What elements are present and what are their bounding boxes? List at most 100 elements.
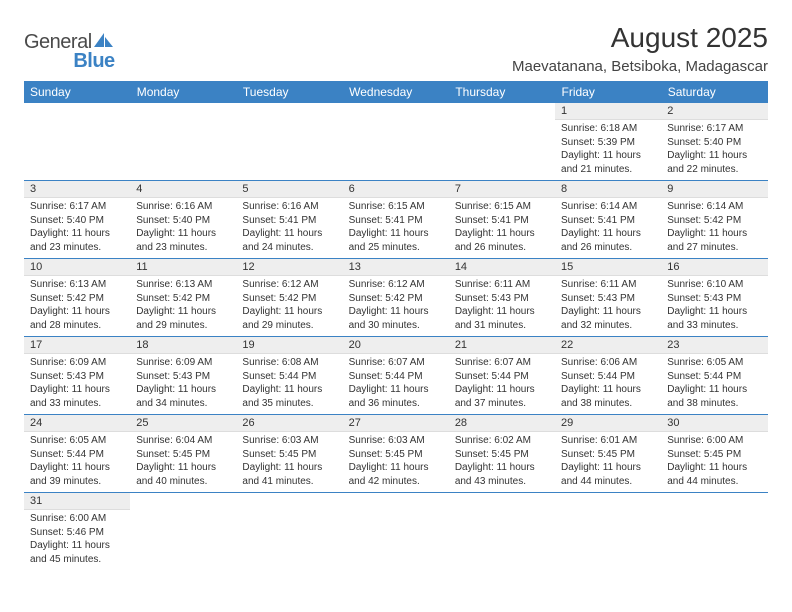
day-number: 2 xyxy=(661,103,767,120)
day-number: 29 xyxy=(555,415,661,432)
calendar-cell: 27Sunrise: 6:03 AMSunset: 5:45 PMDayligh… xyxy=(343,415,449,493)
calendar-cell: 5Sunrise: 6:16 AMSunset: 5:41 PMDaylight… xyxy=(236,181,342,259)
calendar-cell: 29Sunrise: 6:01 AMSunset: 5:45 PMDayligh… xyxy=(555,415,661,493)
calendar-cell: 25Sunrise: 6:04 AMSunset: 5:45 PMDayligh… xyxy=(130,415,236,493)
day-number: 31 xyxy=(24,493,130,510)
day-content: Sunrise: 6:07 AMSunset: 5:44 PMDaylight:… xyxy=(449,354,555,414)
title-block: August 2025 Maevatanana, Betsiboka, Mada… xyxy=(512,22,768,75)
day-number: 12 xyxy=(236,259,342,276)
day-content: Sunrise: 6:07 AMSunset: 5:44 PMDaylight:… xyxy=(343,354,449,414)
day-number: 6 xyxy=(343,181,449,198)
day-content: Sunrise: 6:00 AMSunset: 5:46 PMDaylight:… xyxy=(24,510,130,570)
calendar-cell: 23Sunrise: 6:05 AMSunset: 5:44 PMDayligh… xyxy=(661,337,767,415)
day-number: 14 xyxy=(449,259,555,276)
calendar-cell: 17Sunrise: 6:09 AMSunset: 5:43 PMDayligh… xyxy=(24,337,130,415)
day-number: 16 xyxy=(661,259,767,276)
calendar-header-row: SundayMondayTuesdayWednesdayThursdayFrid… xyxy=(24,81,768,103)
day-content: Sunrise: 6:01 AMSunset: 5:45 PMDaylight:… xyxy=(555,432,661,492)
calendar-cell: 8Sunrise: 6:14 AMSunset: 5:41 PMDaylight… xyxy=(555,181,661,259)
day-content: Sunrise: 6:18 AMSunset: 5:39 PMDaylight:… xyxy=(555,120,661,180)
day-content: Sunrise: 6:11 AMSunset: 5:43 PMDaylight:… xyxy=(449,276,555,336)
calendar-cell: 13Sunrise: 6:12 AMSunset: 5:42 PMDayligh… xyxy=(343,259,449,337)
calendar-cell: 31Sunrise: 6:00 AMSunset: 5:46 PMDayligh… xyxy=(24,493,130,571)
day-number: 22 xyxy=(555,337,661,354)
day-content: Sunrise: 6:12 AMSunset: 5:42 PMDaylight:… xyxy=(343,276,449,336)
calendar-cell: 30Sunrise: 6:00 AMSunset: 5:45 PMDayligh… xyxy=(661,415,767,493)
calendar-cell xyxy=(236,493,342,571)
weekday-header: Saturday xyxy=(661,81,767,103)
day-content: Sunrise: 6:14 AMSunset: 5:41 PMDaylight:… xyxy=(555,198,661,258)
day-content: Sunrise: 6:17 AMSunset: 5:40 PMDaylight:… xyxy=(661,120,767,180)
logo: GeneralBlue xyxy=(24,22,117,71)
day-number: 9 xyxy=(661,181,767,198)
logo-text-blue: Blue xyxy=(24,52,117,71)
calendar-cell xyxy=(130,103,236,181)
day-content: Sunrise: 6:13 AMSunset: 5:42 PMDaylight:… xyxy=(24,276,130,336)
day-content: Sunrise: 6:16 AMSunset: 5:41 PMDaylight:… xyxy=(236,198,342,258)
calendar-cell: 2Sunrise: 6:17 AMSunset: 5:40 PMDaylight… xyxy=(661,103,767,181)
day-content: Sunrise: 6:10 AMSunset: 5:43 PMDaylight:… xyxy=(661,276,767,336)
calendar-cell: 4Sunrise: 6:16 AMSunset: 5:40 PMDaylight… xyxy=(130,181,236,259)
day-number: 1 xyxy=(555,103,661,120)
weekday-header: Tuesday xyxy=(236,81,342,103)
day-number: 28 xyxy=(449,415,555,432)
day-number: 24 xyxy=(24,415,130,432)
calendar-cell: 21Sunrise: 6:07 AMSunset: 5:44 PMDayligh… xyxy=(449,337,555,415)
calendar-cell xyxy=(449,103,555,181)
calendar-cell: 9Sunrise: 6:14 AMSunset: 5:42 PMDaylight… xyxy=(661,181,767,259)
calendar-cell: 16Sunrise: 6:10 AMSunset: 5:43 PMDayligh… xyxy=(661,259,767,337)
day-number: 10 xyxy=(24,259,130,276)
sail-icon xyxy=(93,32,115,51)
header: GeneralBlue August 2025 Maevatanana, Bet… xyxy=(24,22,768,75)
calendar-cell: 18Sunrise: 6:09 AMSunset: 5:43 PMDayligh… xyxy=(130,337,236,415)
calendar-cell xyxy=(343,493,449,571)
day-number: 25 xyxy=(130,415,236,432)
day-content: Sunrise: 6:03 AMSunset: 5:45 PMDaylight:… xyxy=(236,432,342,492)
day-number: 11 xyxy=(130,259,236,276)
day-content: Sunrise: 6:06 AMSunset: 5:44 PMDaylight:… xyxy=(555,354,661,414)
calendar-cell: 14Sunrise: 6:11 AMSunset: 5:43 PMDayligh… xyxy=(449,259,555,337)
day-number: 13 xyxy=(343,259,449,276)
day-number: 17 xyxy=(24,337,130,354)
weekday-header: Thursday xyxy=(449,81,555,103)
day-content: Sunrise: 6:09 AMSunset: 5:43 PMDaylight:… xyxy=(24,354,130,414)
day-content: Sunrise: 6:15 AMSunset: 5:41 PMDaylight:… xyxy=(449,198,555,258)
calendar-cell: 3Sunrise: 6:17 AMSunset: 5:40 PMDaylight… xyxy=(24,181,130,259)
day-number: 27 xyxy=(343,415,449,432)
day-content: Sunrise: 6:08 AMSunset: 5:44 PMDaylight:… xyxy=(236,354,342,414)
calendar-table: SundayMondayTuesdayWednesdayThursdayFrid… xyxy=(24,81,768,570)
calendar-cell: 26Sunrise: 6:03 AMSunset: 5:45 PMDayligh… xyxy=(236,415,342,493)
calendar-cell: 12Sunrise: 6:12 AMSunset: 5:42 PMDayligh… xyxy=(236,259,342,337)
calendar-cell xyxy=(130,493,236,571)
location-subtitle: Maevatanana, Betsiboka, Madagascar xyxy=(512,58,768,75)
weekday-header: Monday xyxy=(130,81,236,103)
day-content: Sunrise: 6:16 AMSunset: 5:40 PMDaylight:… xyxy=(130,198,236,258)
day-content: Sunrise: 6:17 AMSunset: 5:40 PMDaylight:… xyxy=(24,198,130,258)
day-number: 15 xyxy=(555,259,661,276)
day-number: 23 xyxy=(661,337,767,354)
day-content: Sunrise: 6:13 AMSunset: 5:42 PMDaylight:… xyxy=(130,276,236,336)
calendar-cell xyxy=(555,493,661,571)
calendar-cell xyxy=(661,493,767,571)
day-number: 20 xyxy=(343,337,449,354)
calendar-cell: 24Sunrise: 6:05 AMSunset: 5:44 PMDayligh… xyxy=(24,415,130,493)
calendar-cell: 28Sunrise: 6:02 AMSunset: 5:45 PMDayligh… xyxy=(449,415,555,493)
day-number: 21 xyxy=(449,337,555,354)
calendar-cell: 10Sunrise: 6:13 AMSunset: 5:42 PMDayligh… xyxy=(24,259,130,337)
calendar-cell xyxy=(236,103,342,181)
day-content: Sunrise: 6:05 AMSunset: 5:44 PMDaylight:… xyxy=(661,354,767,414)
calendar-cell: 19Sunrise: 6:08 AMSunset: 5:44 PMDayligh… xyxy=(236,337,342,415)
weekday-header: Sunday xyxy=(24,81,130,103)
calendar-cell: 22Sunrise: 6:06 AMSunset: 5:44 PMDayligh… xyxy=(555,337,661,415)
day-number: 7 xyxy=(449,181,555,198)
day-content: Sunrise: 6:15 AMSunset: 5:41 PMDaylight:… xyxy=(343,198,449,258)
day-content: Sunrise: 6:02 AMSunset: 5:45 PMDaylight:… xyxy=(449,432,555,492)
day-number: 3 xyxy=(24,181,130,198)
day-content: Sunrise: 6:05 AMSunset: 5:44 PMDaylight:… xyxy=(24,432,130,492)
day-content: Sunrise: 6:14 AMSunset: 5:42 PMDaylight:… xyxy=(661,198,767,258)
calendar-cell xyxy=(343,103,449,181)
day-number: 5 xyxy=(236,181,342,198)
calendar-cell: 15Sunrise: 6:11 AMSunset: 5:43 PMDayligh… xyxy=(555,259,661,337)
day-number: 8 xyxy=(555,181,661,198)
page-title: August 2025 xyxy=(512,22,768,54)
